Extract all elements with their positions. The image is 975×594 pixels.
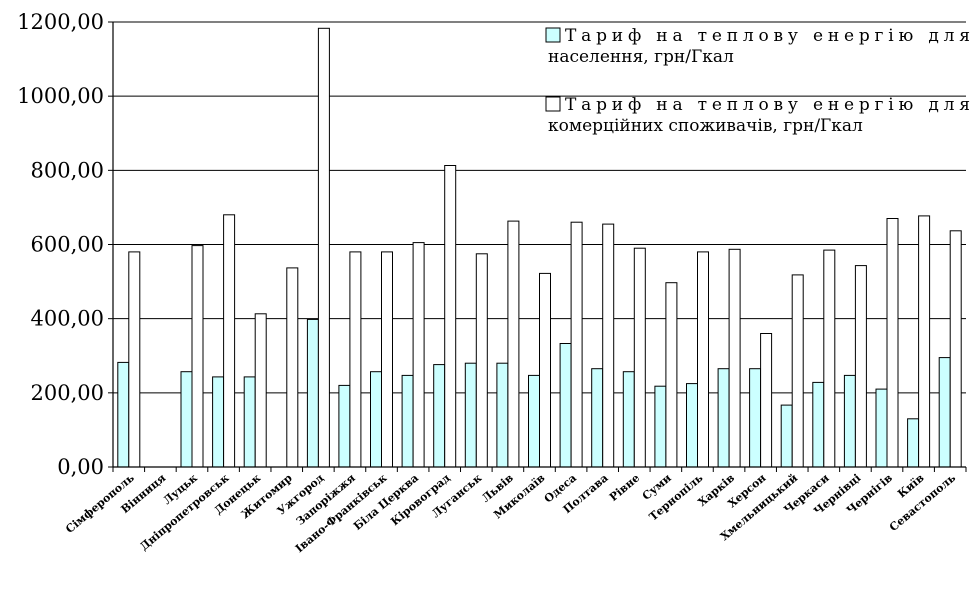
bar-population (907, 418, 920, 468)
y-tick-label: 1000,00 (17, 84, 104, 108)
bar-commercial (223, 214, 236, 468)
bar-commercial (128, 251, 141, 468)
legend-label-population-line2: населення, грн/Гкал (548, 47, 734, 67)
bar-commercial (381, 251, 393, 468)
bar-commercial (412, 242, 425, 468)
bar-commercial (191, 245, 204, 468)
legend: Тариф на теплову енергію для населення, … (545, 26, 970, 136)
y-tick-label: 800,00 (31, 158, 104, 182)
bar-population (686, 383, 698, 468)
bar-commercial (602, 223, 615, 468)
bar-commercial (918, 215, 931, 468)
bar-population (717, 368, 730, 468)
bar-population (654, 385, 667, 468)
bar-population (938, 357, 951, 468)
axes (108, 21, 967, 472)
bars (117, 27, 962, 468)
y-tick-label: 0,00 (57, 455, 104, 479)
bar-commercial (570, 221, 583, 468)
bar-commercial (539, 272, 551, 468)
bar-commercial (760, 333, 773, 468)
bar-population (370, 371, 382, 468)
bar-population (496, 362, 509, 468)
bar-commercial (444, 165, 457, 468)
y-tick-label: 1200,00 (17, 10, 104, 34)
x-tick-labels: СімферопольВінницяЛуцькДніпропетровськДо… (63, 471, 958, 555)
bar-commercial (349, 251, 362, 468)
bar-population (622, 371, 635, 468)
bar-population (780, 404, 793, 468)
bar-population (812, 381, 825, 468)
bar-population (749, 368, 762, 468)
bar-commercial (665, 282, 678, 468)
bar-commercial (854, 265, 867, 468)
y-tick-label: 200,00 (31, 381, 104, 405)
bar-population (401, 374, 414, 468)
legend-label-commercial-line2: комерційних споживачів, грн/Гкал (548, 116, 863, 136)
bar-commercial (697, 251, 709, 468)
bar-commercial (886, 218, 899, 468)
bar-population (306, 318, 319, 468)
bar-commercial (823, 249, 836, 468)
legend-label-commercial-line1: Тариф на теплову енергію для (565, 95, 970, 115)
bar-population (464, 362, 477, 468)
legend-swatch-population (545, 27, 561, 43)
bar-population (559, 343, 572, 468)
bar-population (338, 384, 351, 468)
legend-label-population-line1: Тариф на теплову енергію для (565, 26, 970, 46)
bar-commercial (317, 27, 330, 468)
bar-commercial (475, 253, 488, 468)
bar-commercial (728, 248, 741, 468)
bar-population (528, 374, 540, 468)
bar-population (875, 388, 888, 468)
bar-population (243, 376, 256, 468)
y-tick-label: 600,00 (31, 233, 104, 257)
bar-population (843, 374, 856, 468)
bar-commercial (286, 267, 299, 468)
bar-commercial (949, 230, 962, 468)
bar-population (180, 371, 193, 468)
bar-commercial (791, 274, 804, 468)
legend-swatch-commercial (545, 96, 561, 112)
bar-commercial (254, 313, 267, 468)
bar-population (212, 376, 225, 468)
bar-population (117, 361, 130, 468)
bar-population (591, 368, 604, 468)
bar-population (433, 364, 446, 468)
x-tick-label: Рівне (607, 471, 642, 504)
bar-commercial (507, 220, 520, 468)
y-tick-label: 400,00 (31, 307, 104, 331)
y-tick-labels: 0,00 200,00 400,00 600,00 800,00 1000,00 1200,… (17, 10, 104, 479)
bar-commercial (633, 247, 646, 468)
